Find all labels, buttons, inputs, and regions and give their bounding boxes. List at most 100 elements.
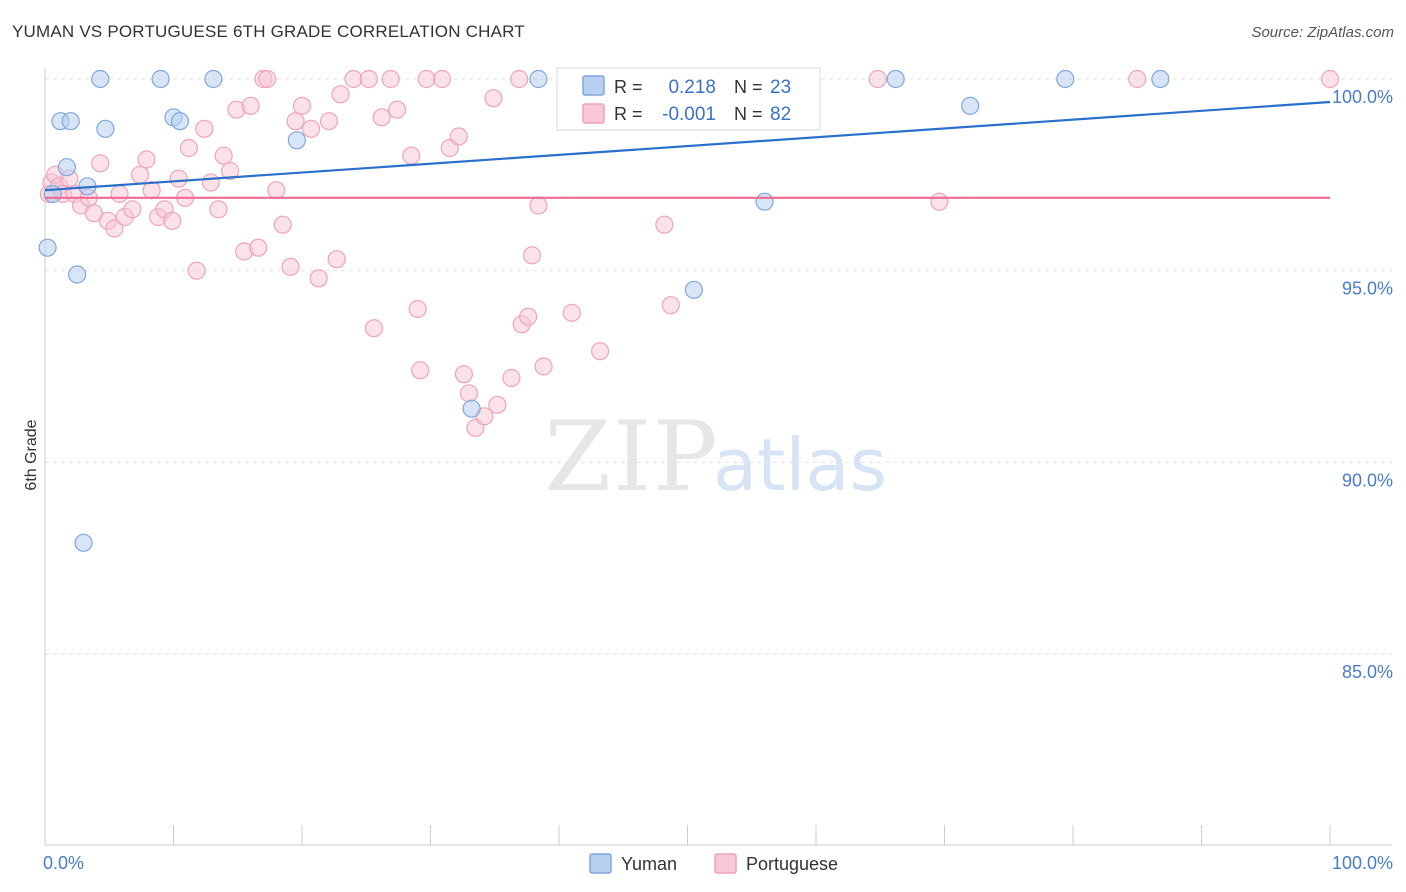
stats-yuman-n-value: 23: [770, 77, 791, 98]
portuguese-point: [163, 211, 182, 230]
portuguese-point: [220, 161, 240, 181]
portuguese-point: [510, 69, 529, 89]
gridlines: [45, 78, 1392, 655]
yuman-point: [74, 533, 93, 552]
portuguese-point: [519, 307, 538, 326]
portuguese-point: [179, 138, 199, 158]
yuman-point: [529, 69, 548, 89]
axes: [44, 68, 1392, 846]
tick-labels: 85.0% 90.0% 95.0% 100.0% 0.0% 100.0%: [43, 87, 1393, 873]
portuguese-point: [344, 69, 363, 89]
portuguese-point: [522, 246, 542, 265]
portuguese-point: [868, 69, 887, 89]
portuguese-point: [169, 169, 188, 188]
yuman-point: [38, 238, 57, 257]
chart-title: YUMAN VS PORTUGUESE 6TH GRADE CORRELATIO…: [12, 22, 525, 41]
portuguese-point: [201, 173, 220, 192]
stats-yuman-swatch: [582, 75, 605, 96]
portuguese-point: [432, 69, 452, 89]
portuguese-point: [195, 119, 214, 138]
portuguese-point: [1320, 69, 1340, 89]
portuguese-point: [372, 108, 391, 127]
portuguese-point: [408, 299, 427, 319]
legend-portuguese-swatch: [714, 853, 737, 874]
portuguese-point: [258, 69, 277, 89]
yuman-point: [151, 69, 170, 89]
y-tick-label: 100.0%: [1332, 87, 1393, 107]
portuguese-point: [327, 250, 346, 269]
portuguese-point: [381, 69, 400, 89]
portuguese-point: [137, 150, 156, 169]
portuguese-point: [249, 238, 268, 257]
portuguese-point: [459, 384, 479, 403]
portuguese-point: [411, 361, 430, 380]
yuman-point: [755, 192, 774, 211]
portuguese-point: [209, 200, 228, 219]
portuguese-point: [529, 196, 548, 215]
y-axis-label: 6th Grade: [23, 419, 40, 490]
portuguese-point: [241, 96, 260, 115]
portuguese-point: [562, 303, 581, 322]
yuman-point: [61, 112, 80, 131]
portuguese-point: [661, 296, 680, 315]
portuguese-point: [309, 269, 328, 288]
yuman-trend-line: [44, 100, 1331, 192]
stats-portuguese-n-label: N =: [734, 104, 763, 124]
portuguese-point: [91, 154, 110, 173]
portuguese-point: [105, 219, 124, 238]
yuman-point: [462, 399, 481, 418]
x-tick-label-max: 100.0%: [1332, 853, 1393, 873]
portuguese-point: [454, 365, 474, 384]
portuguese-point: [591, 342, 610, 361]
portuguese-point: [1128, 69, 1147, 89]
x-tick-label-min: 0.0%: [43, 853, 84, 873]
portuguese-point: [534, 357, 553, 376]
watermark-zip: ZIP: [544, 401, 719, 513]
portuguese-point: [123, 200, 142, 219]
watermark-atlas: atlas: [713, 423, 887, 507]
source-label: Source: ZipAtlas.com: [1251, 24, 1394, 41]
stats-portuguese-swatch: [582, 103, 605, 124]
portuguese-point: [301, 119, 321, 138]
portuguese-point: [655, 215, 674, 234]
portuguese-point: [319, 112, 339, 131]
yuman-point: [43, 184, 62, 204]
stats-yuman-n-label: N =: [734, 77, 763, 97]
stats-portuguese-r-label: R =: [614, 104, 643, 124]
portuguese-point: [484, 89, 503, 108]
portuguese-point: [267, 181, 286, 200]
stats-portuguese-n-value: 82: [770, 104, 791, 125]
portuguese-point: [359, 69, 378, 89]
y-tick-label: 90.0%: [1342, 470, 1393, 490]
yuman-point: [684, 280, 704, 299]
portuguese-point: [110, 184, 129, 204]
portuguese-point: [502, 368, 521, 388]
yuman-point: [96, 119, 115, 138]
portuguese-point: [417, 69, 436, 89]
legend-yuman-label: Yuman: [621, 854, 677, 874]
portuguese-point: [273, 215, 292, 234]
portuguese-point: [130, 165, 150, 184]
portuguese-point: [331, 85, 350, 104]
portuguese-point: [402, 146, 421, 165]
yuman-point: [170, 112, 190, 131]
yuman-point: [287, 131, 306, 150]
portuguese-point: [281, 257, 300, 276]
portuguese-point: [84, 204, 103, 223]
stats-portuguese-r-value: -0.001: [662, 104, 716, 125]
portuguese-point: [488, 395, 507, 414]
y-tick-label: 85.0%: [1342, 662, 1393, 682]
yuman-point: [57, 158, 76, 177]
yuman-point: [68, 265, 87, 284]
portuguese-point: [364, 319, 384, 338]
legend-yuman-swatch: [589, 853, 612, 874]
yuman-point: [961, 96, 980, 115]
portuguese-point: [187, 261, 206, 280]
portuguese-point: [214, 146, 233, 165]
stats-yuman-r-value: 0.218: [668, 77, 716, 98]
yuman-point: [91, 69, 110, 89]
portuguese-point: [292, 96, 312, 115]
yuman-point: [1151, 69, 1170, 89]
stats-yuman-r-label: R =: [614, 77, 643, 97]
